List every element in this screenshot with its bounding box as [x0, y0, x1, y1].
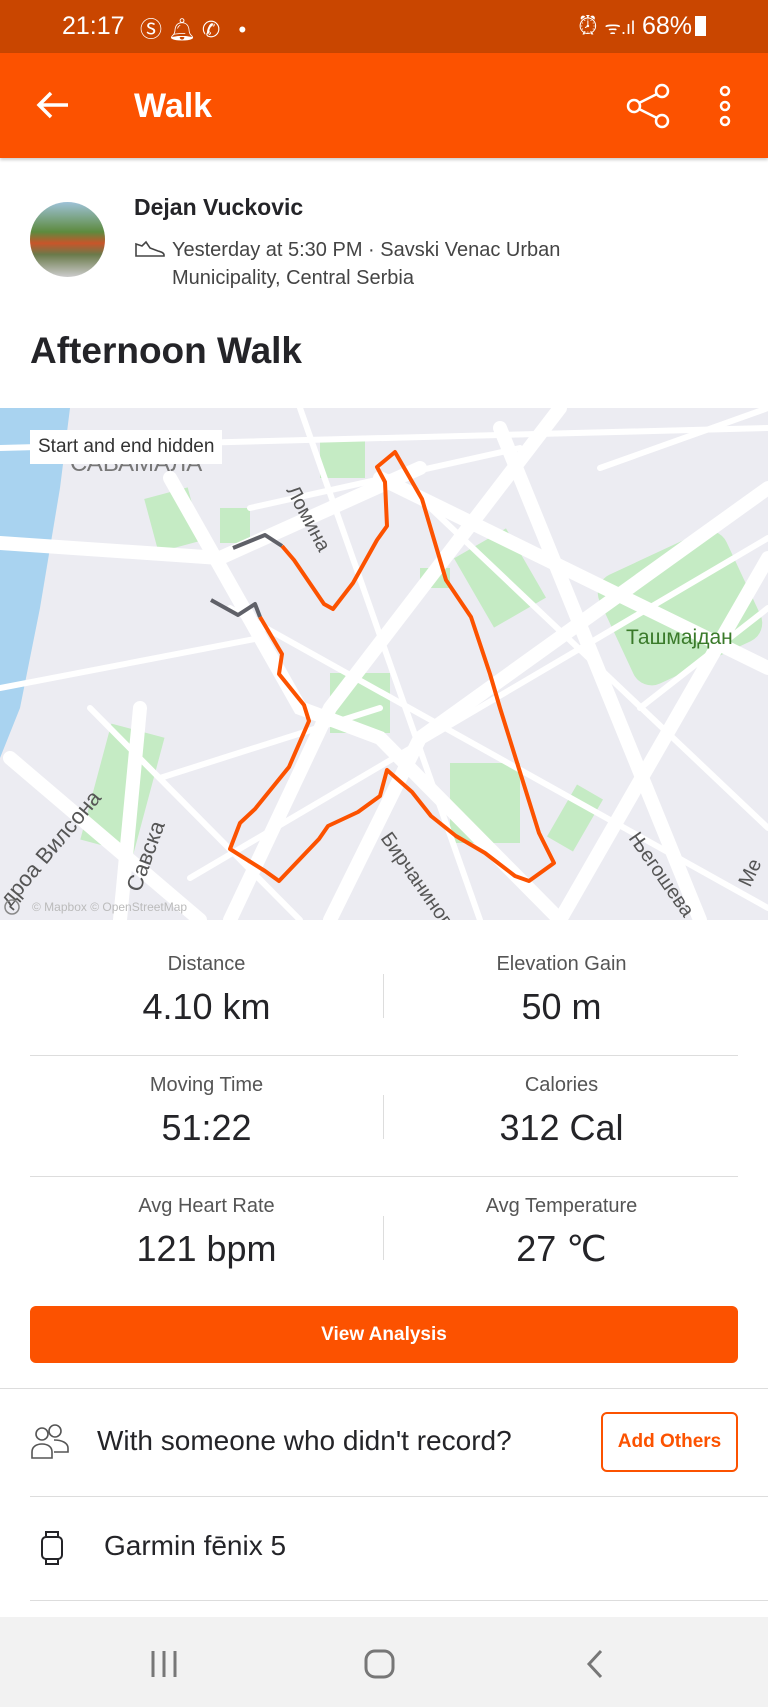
stat-temperature: Avg Temperature 27 ℃: [385, 1195, 738, 1270]
stat-label: Avg Temperature: [485, 1195, 638, 1217]
stat-elevation: Elevation Gain 50 m: [385, 953, 738, 1028]
map-label: Ме: [735, 855, 767, 890]
system-nav-bar: [0, 1617, 768, 1707]
device-name[interactable]: Garmin fēnix 5: [104, 1530, 287, 1561]
stat-label: Distance: [167, 953, 246, 975]
shoe-icon: [135, 240, 165, 257]
status-time: 21:17: [62, 12, 125, 40]
map-attribution[interactable]: © Mapbox © OpenStreetMap: [32, 900, 187, 914]
view-analysis-button[interactable]: View Analysis: [30, 1306, 738, 1363]
more-vertical-icon[interactable]: [718, 85, 732, 129]
back-nav-icon[interactable]: [584, 1649, 606, 1679]
divider: [30, 1176, 738, 1177]
stat-distance: Distance 4.10 km: [30, 953, 383, 1028]
stat-value: 50 m: [521, 986, 602, 1027]
stat-value: 312 Cal: [499, 1107, 624, 1148]
arrow-left-icon[interactable]: [36, 90, 70, 120]
hidden-route-start: [232, 533, 284, 550]
mapbox-logo-icon[interactable]: [4, 899, 20, 915]
avatar[interactable]: [30, 202, 105, 277]
signal-icon: .ıl: [620, 18, 635, 38]
battery-text: 68%: [641, 12, 692, 40]
wifi-icon: ᯤ: [604, 18, 621, 38]
home-icon[interactable]: [364, 1649, 396, 1679]
start-end-hidden-badge: Start and end hidden: [30, 430, 223, 464]
stat-value: 27 ℃: [516, 1228, 607, 1269]
route-map[interactable]: САВАМАЛА Ломина Ташмајдан Савска дроа Ви…: [0, 408, 768, 920]
activity-title: Afternoon Walk: [30, 330, 303, 371]
watch-icon: [41, 1531, 63, 1565]
stat-moving-time: Moving Time 51:22: [30, 1074, 383, 1149]
stat-value: 121 bpm: [136, 1228, 277, 1269]
status-bar: 21:17 Ⓢ🔔︎✆ • ⏰︎ ᯤ.ıl 68%: [0, 0, 768, 53]
divider: [30, 1496, 768, 1497]
battery-icon: [695, 16, 706, 36]
app-bar: Walk: [0, 53, 768, 158]
status-right: ⏰︎ ᯤ.ıl 68%: [578, 12, 706, 41]
divider: [0, 1388, 768, 1389]
divider: [383, 974, 384, 1018]
alarm-icon: ⏰︎: [578, 12, 598, 40]
hidden-route-end: [210, 598, 262, 618]
divider: [30, 1055, 738, 1056]
athlete-name[interactable]: Dejan Vuckovic: [134, 194, 304, 220]
stat-label: Calories: [524, 1074, 599, 1096]
stat-heart-rate: Avg Heart Rate 121 bpm: [30, 1195, 383, 1270]
notification-icons: Ⓢ🔔︎✆ •: [140, 17, 253, 42]
stat-label: Avg Heart Rate: [138, 1195, 275, 1217]
add-others-button[interactable]: Add Others: [601, 1412, 738, 1472]
river: [0, 408, 70, 758]
stat-label: Elevation Gain: [496, 953, 627, 975]
divider: [30, 1600, 768, 1601]
divider: [383, 1216, 384, 1260]
route-line: [228, 450, 556, 883]
stat-calories: Calories 312 Cal: [385, 1074, 738, 1149]
stat-value: 51:22: [161, 1107, 252, 1148]
share-icon[interactable]: [626, 83, 670, 129]
stat-value: 4.10 km: [142, 986, 271, 1027]
people-icon: [31, 1424, 69, 1459]
recent-apps-icon[interactable]: [150, 1649, 180, 1679]
map-label: Ташмајдан: [626, 626, 733, 649]
map-canvas: САВАМАЛА Ломина Ташмајдан Савска дроа Ви…: [0, 408, 768, 920]
activity-meta: Yesterday at 5:30 PM · Savski Venac Urba…: [172, 239, 561, 289]
page-title: Walk: [134, 87, 213, 125]
with-others-text: With someone who didn't record?: [97, 1425, 512, 1456]
stat-label: Moving Time: [149, 1074, 264, 1096]
divider: [383, 1095, 384, 1139]
